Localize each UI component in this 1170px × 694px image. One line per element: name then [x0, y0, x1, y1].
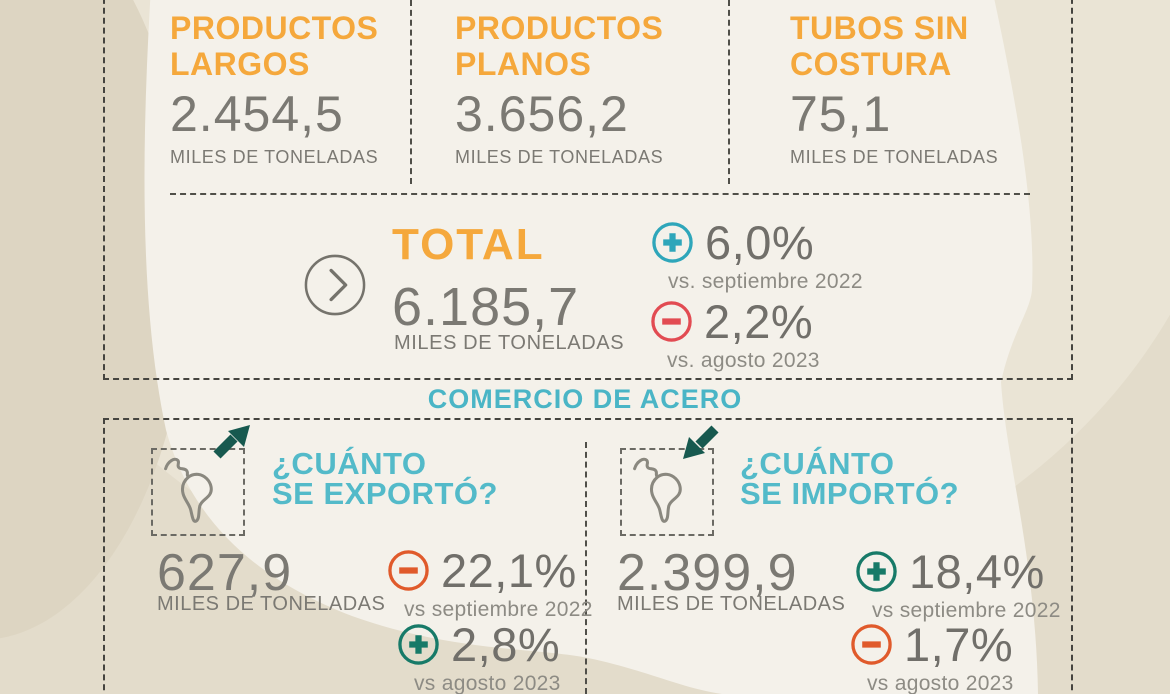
change-compare: vs. agosto 2023: [667, 349, 820, 372]
change-compare: vs agosto 2023: [414, 672, 561, 694]
product-title: PRODUCTOS PLANOS: [455, 10, 664, 82]
export-question: ¿CUÁNTO SE EXPORTÓ?: [272, 446, 498, 511]
plus-circle-icon: [398, 624, 439, 665]
product-value: 3.656,2: [455, 86, 629, 142]
chevron-right-circle-icon: [304, 254, 366, 316]
total-label: TOTAL: [392, 220, 545, 269]
arrow-up-right-icon: [210, 423, 252, 459]
production-box-frame: [103, 0, 1073, 380]
product-value: 75,1: [790, 86, 892, 142]
product-unit: MILES DE TONELADAS: [790, 147, 999, 167]
change-value: 2,8%: [451, 618, 561, 671]
import-change-up: 18,4% vs septiembre 2022: [855, 548, 1061, 623]
export-change-down: 22,1% vs septiembre 2022: [387, 547, 593, 622]
import-question: ¿CUÁNTO SE IMPORTÓ?: [740, 446, 960, 511]
total-unit: MILES DE TONELADAS: [394, 332, 625, 354]
product-value: 2.454,5: [170, 86, 344, 142]
arrow-down-left-icon: [681, 425, 723, 461]
product-unit: MILES DE TONELADAS: [170, 147, 379, 167]
change-compare: vs septiembre 2022: [404, 598, 593, 621]
export-change-up: 2,8% vs agosto 2023: [397, 621, 561, 694]
import-change-down: 1,7% vs agosto 2023: [850, 621, 1014, 694]
total-value: 6.185,7: [392, 277, 580, 337]
total-divider: [170, 193, 1030, 195]
minus-circle-icon: [651, 301, 692, 342]
change-value: 2,2%: [704, 295, 814, 348]
minus-circle-icon: [388, 550, 429, 591]
change-value: 6,0%: [705, 216, 815, 269]
product-title: PRODUCTOS LARGOS: [170, 10, 379, 82]
latin-america-map-icon: [164, 457, 213, 523]
change-value: 18,4%: [909, 545, 1045, 598]
minus-circle-icon: [851, 624, 892, 665]
total-change-up: 6,0% vs. septiembre 2022: [651, 219, 863, 294]
change-compare: vs agosto 2023: [867, 672, 1014, 694]
product-column-long: PRODUCTOS LARGOS 2.454,5 MILES DE TONELA…: [170, 10, 420, 168]
trade-divider: [585, 442, 587, 694]
column-divider-2: [728, 0, 730, 184]
import-value: 2.399,9: [617, 544, 798, 602]
product-column-tubes: TUBOS SIN COSTURA 75,1 MILES DE TONELADA…: [790, 10, 1040, 168]
section-title: COMERCIO DE ACERO: [427, 384, 743, 414]
plus-circle-icon: [856, 551, 897, 592]
trade-box-frame: [103, 418, 1073, 694]
change-value: 1,7%: [904, 618, 1014, 671]
product-title: TUBOS SIN COSTURA: [790, 10, 969, 82]
import-unit: MILES DE TONELADAS: [617, 593, 846, 615]
change-compare: vs septiembre 2022: [872, 599, 1061, 622]
total-change-down: 2,2% vs. agosto 2023: [650, 298, 820, 373]
change-value: 22,1%: [441, 544, 577, 597]
import-map-box: [620, 448, 714, 536]
product-column-flat: PRODUCTOS PLANOS 3.656,2 MILES DE TONELA…: [455, 10, 705, 168]
export-map-box: [151, 448, 245, 536]
column-divider-1: [410, 0, 412, 184]
plus-circle-icon: [652, 222, 693, 263]
export-value: 627,9: [157, 544, 293, 602]
product-unit: MILES DE TONELADAS: [455, 147, 664, 167]
export-unit: MILES DE TONELADAS: [157, 593, 386, 615]
change-compare: vs. septiembre 2022: [668, 270, 863, 293]
latin-america-map-icon: [633, 457, 682, 523]
